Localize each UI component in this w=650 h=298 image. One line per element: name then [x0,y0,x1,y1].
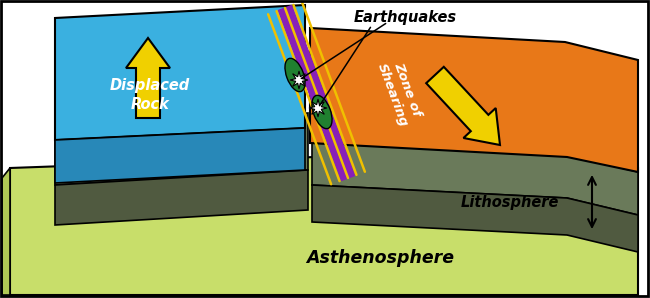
Polygon shape [310,28,638,172]
Text: Displaced
Rock: Displaced Rock [110,78,190,112]
Text: Earthquakes: Earthquakes [354,10,456,25]
Polygon shape [55,5,305,140]
Polygon shape [278,6,354,180]
Polygon shape [10,148,638,295]
Polygon shape [312,143,638,215]
Polygon shape [55,113,308,185]
Polygon shape [290,71,308,89]
Polygon shape [2,168,10,295]
Ellipse shape [312,95,332,129]
Text: Zone of
Shearing: Zone of Shearing [375,56,425,128]
Text: Asthenosphere: Asthenosphere [306,249,454,267]
Polygon shape [126,38,170,118]
Polygon shape [55,170,308,225]
Polygon shape [426,67,500,145]
Ellipse shape [285,58,305,92]
Polygon shape [312,185,638,252]
Polygon shape [309,99,327,117]
Polygon shape [55,128,305,183]
Text: Lithosphere: Lithosphere [461,195,559,209]
